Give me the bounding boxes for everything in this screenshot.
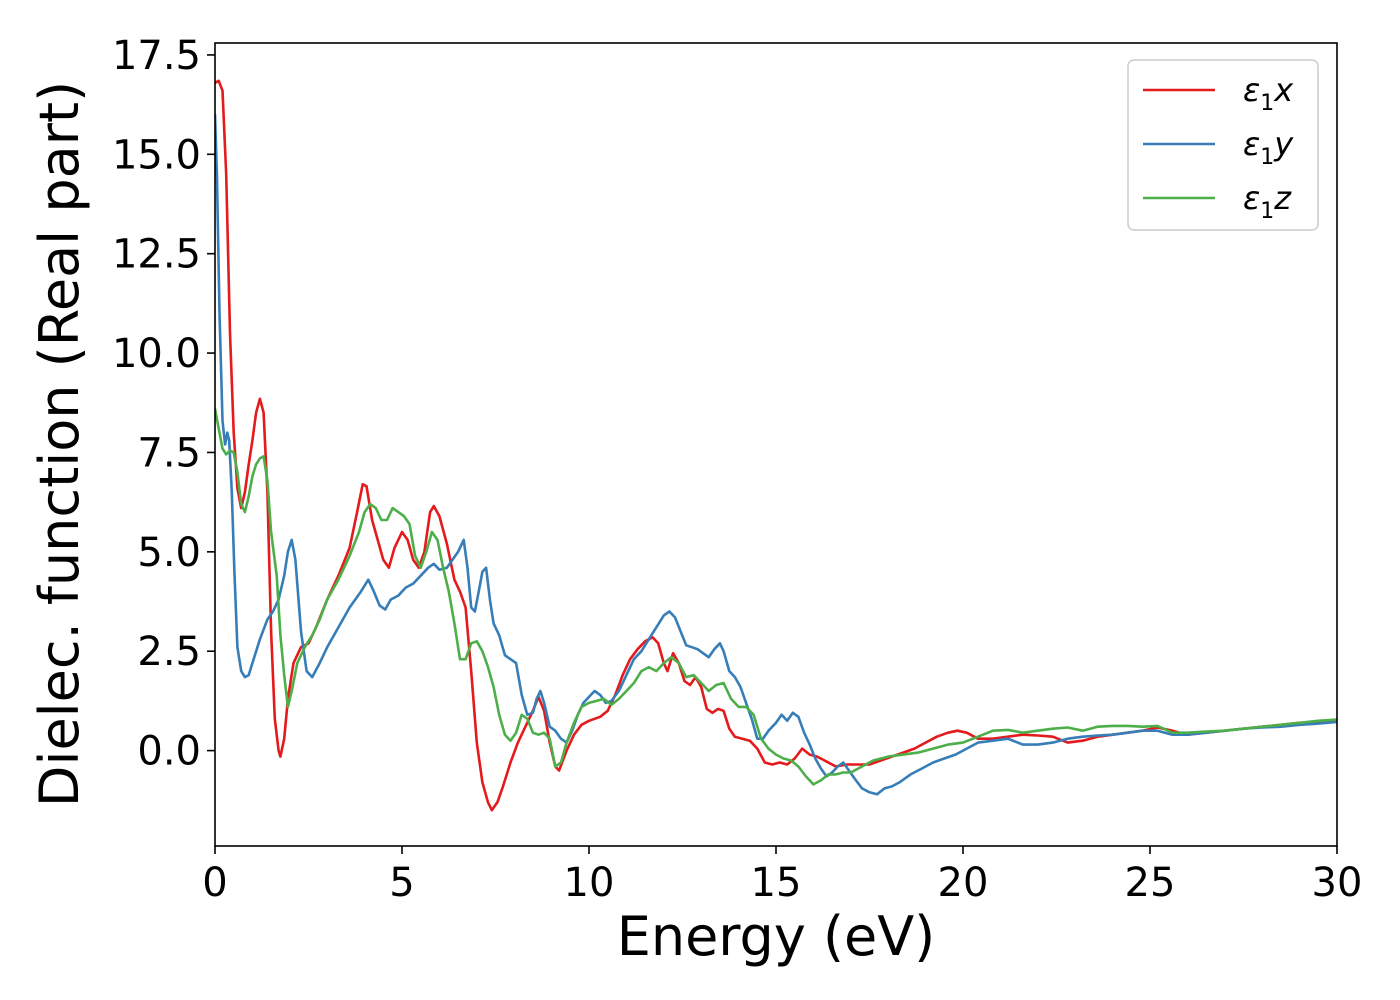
y-tick-label: 7.5: [137, 430, 201, 476]
x-tick-label: 30: [1312, 860, 1363, 906]
legend-frame: [1127, 59, 1319, 231]
y-tick-label: 10.0: [112, 331, 201, 377]
series-line-z: [215, 407, 1337, 786]
legend-label-x: ε1x: [1243, 71, 1294, 116]
legend-label-y: ε1y: [1243, 125, 1294, 170]
y-tick-label: 0.0: [137, 729, 201, 775]
y-tick-label: 12.5: [112, 232, 201, 278]
legend-label-z: ε1z: [1243, 179, 1292, 224]
x-tick-label: 10: [564, 860, 615, 906]
x-tick-label: 15: [751, 860, 802, 906]
y-tick-label: 5.0: [137, 530, 201, 576]
x-tick-label: 0: [202, 860, 227, 906]
x-tick-label: 5: [389, 860, 414, 906]
y-tick-label: 15.0: [112, 132, 201, 178]
y-tick-label: 17.5: [112, 33, 201, 79]
x-axis: 0 5 10 15 20 25 30: [202, 846, 1362, 906]
y-axis-label: Dielec. function (Real part): [28, 81, 91, 807]
y-tick-label: 2.5: [137, 629, 201, 675]
y-axis: 0.0 2.5 5.0 7.5 10.0 12.5 15.0 17.5: [112, 33, 215, 775]
series-layer: [215, 79, 1337, 812]
legend: ε1x ε1y ε1z: [1127, 59, 1319, 231]
x-tick-label: 25: [1125, 860, 1176, 906]
x-tick-label: 20: [938, 860, 989, 906]
x-axis-label: Energy (eV): [617, 905, 936, 968]
series-line-y: [215, 113, 1337, 796]
